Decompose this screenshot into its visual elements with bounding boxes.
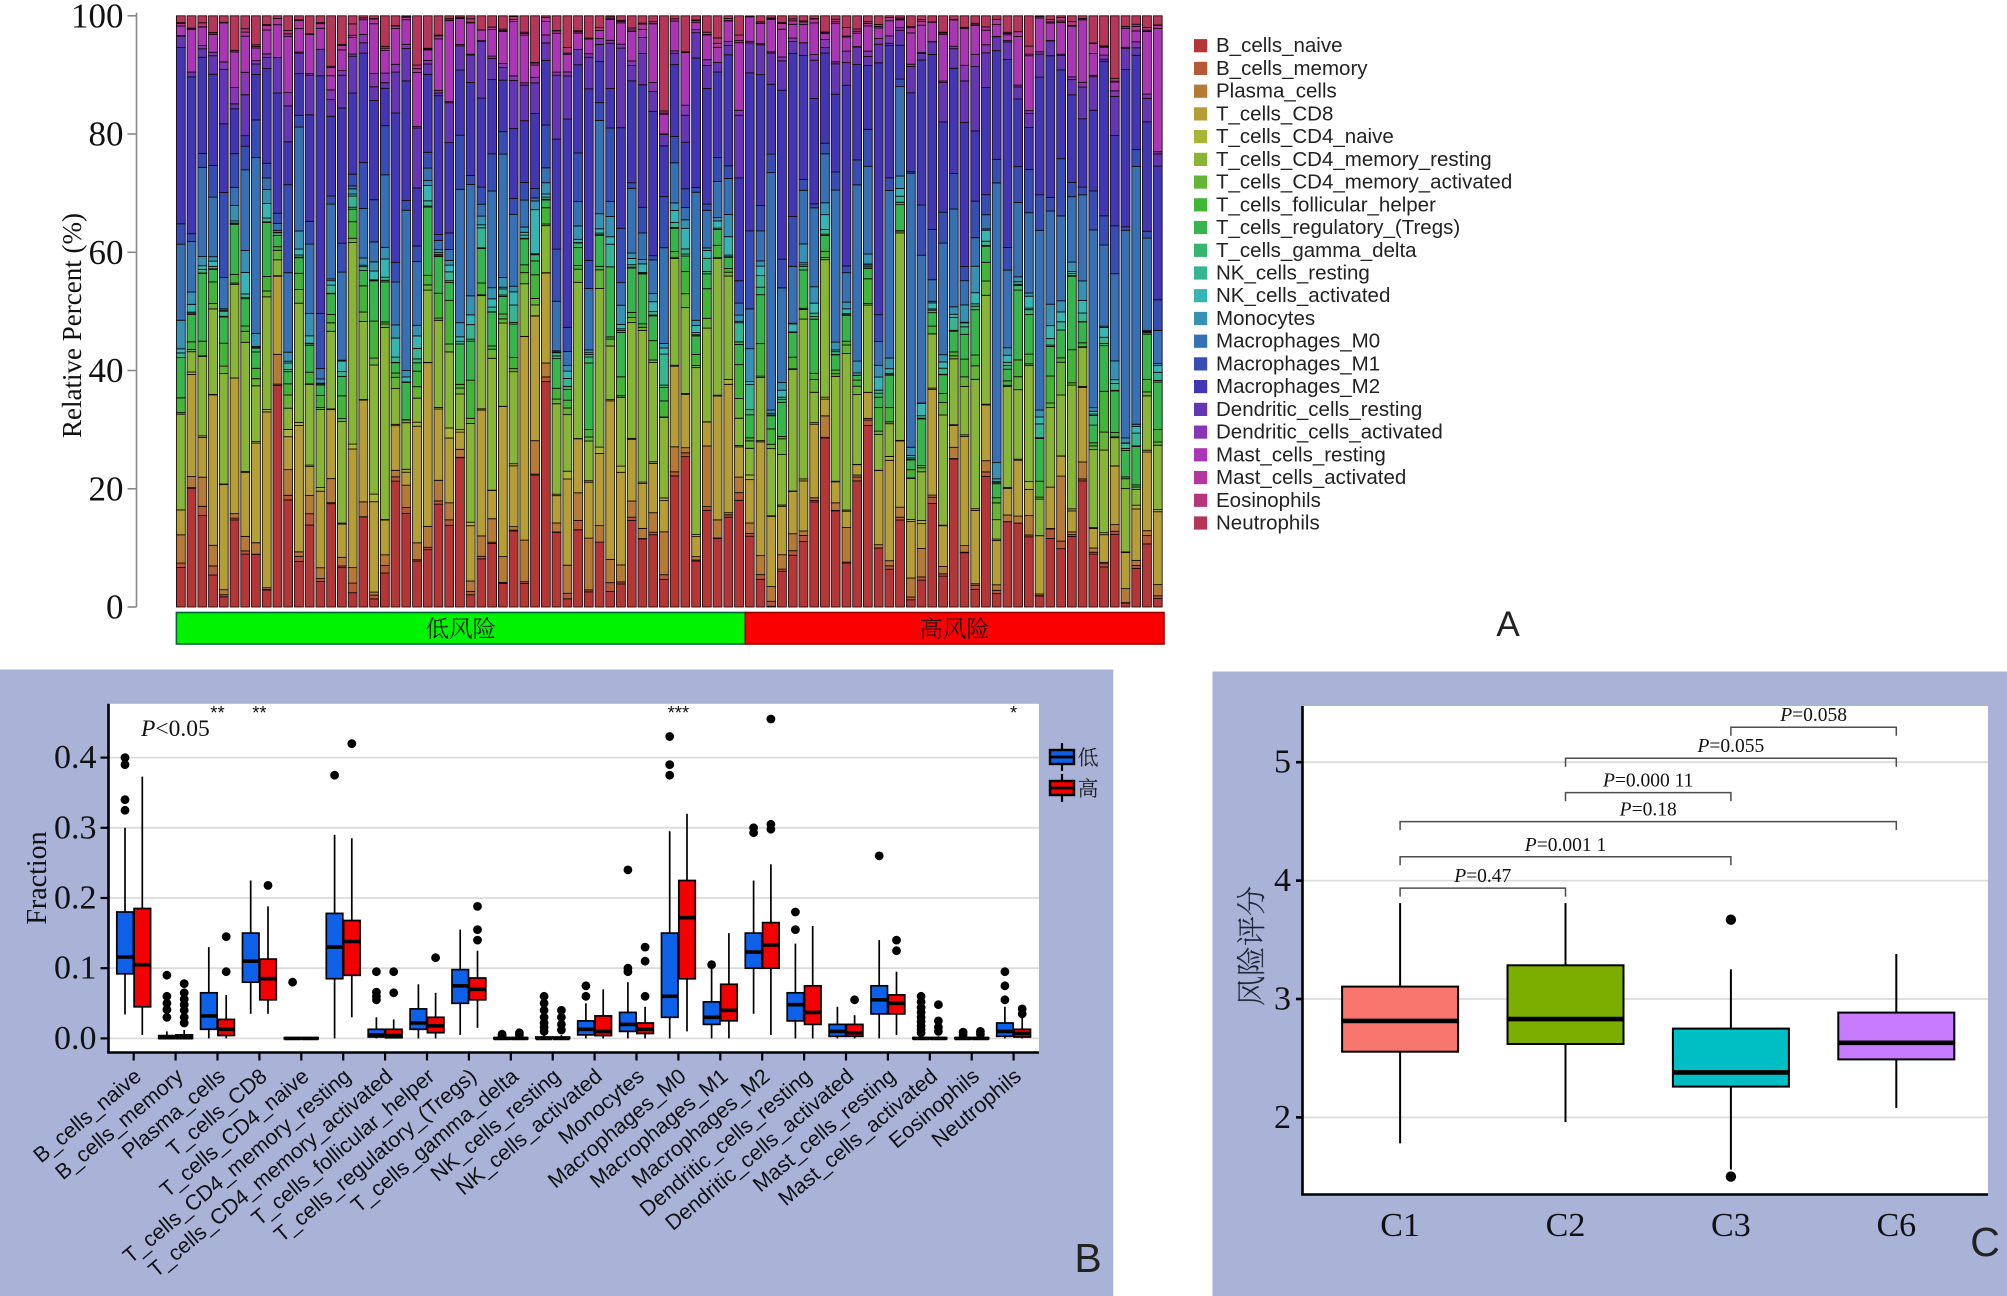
svg-text:T_cells_regulatory_(Tregs): T_cells_regulatory_(Tregs): [1216, 216, 1460, 239]
svg-text:Mast_cells_activated: Mast_cells_activated: [1216, 466, 1406, 489]
svg-text:NK_cells_activated: NK_cells_activated: [1216, 284, 1390, 307]
svg-text:5: 5: [1274, 744, 1291, 781]
svg-text:80: 80: [89, 115, 124, 154]
svg-text:40: 40: [89, 351, 124, 390]
svg-text:Dendritic_cells_activated: Dendritic_cells_activated: [1216, 421, 1443, 444]
svg-text:C2: C2: [1546, 1207, 1586, 1244]
svg-text:***: ***: [668, 702, 690, 723]
svg-text:100: 100: [71, 0, 124, 35]
svg-text:A: A: [1496, 605, 1520, 644]
svg-text:Neutrophils: Neutrophils: [1216, 512, 1320, 535]
svg-text:P=0.18: P=0.18: [1619, 800, 1677, 821]
svg-text:Fraction: Fraction: [22, 831, 53, 924]
svg-text:P=0.055: P=0.055: [1697, 736, 1765, 757]
svg-text:*: *: [1010, 702, 1017, 723]
svg-text:T_cells_CD4_memory_resting: T_cells_CD4_memory_resting: [1216, 148, 1492, 171]
svg-text:C: C: [1970, 1219, 2000, 1265]
svg-text:P=0.058: P=0.058: [1779, 705, 1847, 726]
svg-text:T_cells_gamma_delta: T_cells_gamma_delta: [1216, 239, 1417, 262]
svg-text:Macrophages_M2: Macrophages_M2: [1216, 375, 1380, 398]
svg-text:B_cells_memory: B_cells_memory: [1216, 57, 1368, 80]
svg-text:0.4: 0.4: [54, 739, 97, 776]
svg-text:2: 2: [1274, 1099, 1291, 1136]
svg-text:C3: C3: [1711, 1207, 1751, 1244]
svg-text:Eosinophils: Eosinophils: [1216, 489, 1321, 512]
svg-text:P=0.001 1: P=0.001 1: [1524, 835, 1606, 856]
svg-text:0: 0: [106, 588, 124, 627]
svg-text:Relative Percent (%): Relative Percent (%): [57, 213, 87, 438]
svg-text:P=0.000 11: P=0.000 11: [1602, 771, 1693, 792]
svg-text:Mast_cells_resting: Mast_cells_resting: [1216, 443, 1386, 466]
svg-text:20: 20: [89, 469, 124, 508]
svg-text:C6: C6: [1876, 1207, 1916, 1244]
svg-text:0.0: 0.0: [54, 1020, 97, 1057]
svg-text:NK_cells_resting: NK_cells_resting: [1216, 262, 1370, 285]
svg-text:B: B: [1074, 1235, 1101, 1281]
svg-text:P=0.47: P=0.47: [1453, 866, 1511, 887]
svg-text:Macrophages_M1: Macrophages_M1: [1216, 352, 1380, 375]
svg-text:B_cells_naive: B_cells_naive: [1216, 34, 1343, 57]
svg-text:P<0.05: P<0.05: [140, 716, 210, 742]
svg-text:T_cells_CD8: T_cells_CD8: [1216, 102, 1333, 125]
svg-text:Monocytes: Monocytes: [1216, 307, 1315, 330]
svg-text:Macrophages_M0: Macrophages_M0: [1216, 330, 1380, 353]
svg-text:**: **: [210, 702, 224, 723]
svg-text:C1: C1: [1380, 1207, 1420, 1244]
svg-text:3: 3: [1274, 981, 1291, 1018]
svg-text:T_cells_follicular_helper: T_cells_follicular_helper: [1216, 193, 1436, 216]
svg-text:**: **: [252, 702, 266, 723]
svg-text:0.3: 0.3: [54, 809, 97, 846]
svg-text:Plasma_cells: Plasma_cells: [1216, 80, 1337, 103]
svg-text:T_cells_CD4_naive: T_cells_CD4_naive: [1216, 125, 1394, 148]
svg-text:4: 4: [1274, 862, 1291, 899]
svg-text:0.2: 0.2: [54, 880, 97, 917]
svg-text:60: 60: [89, 233, 124, 272]
svg-text:T_cells_CD4_memory_activated: T_cells_CD4_memory_activated: [1216, 171, 1512, 194]
svg-text:0.1: 0.1: [54, 950, 97, 987]
svg-text:Dendritic_cells_resting: Dendritic_cells_resting: [1216, 398, 1422, 421]
